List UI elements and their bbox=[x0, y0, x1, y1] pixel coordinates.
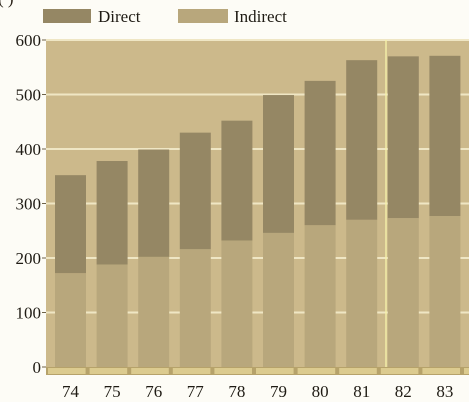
x-tick-label: 81 bbox=[353, 382, 370, 401]
x-tick-label: 83 bbox=[436, 382, 453, 401]
legend: Direct Indirect bbox=[43, 7, 287, 26]
legend-indirect-swatch bbox=[178, 9, 228, 23]
baseline-segment bbox=[339, 368, 377, 374]
bar-indirect-80 bbox=[304, 225, 336, 367]
legend-direct-label: Direct bbox=[98, 7, 141, 26]
bar-direct-77 bbox=[179, 132, 211, 250]
bar-indirect-77 bbox=[179, 249, 211, 367]
bar-indirect-82 bbox=[387, 218, 419, 367]
x-tick-label: 76 bbox=[145, 382, 162, 401]
bar-direct-78 bbox=[221, 120, 253, 241]
legend-direct-swatch bbox=[43, 9, 91, 23]
baseline-segment bbox=[48, 368, 86, 374]
bar-direct-83 bbox=[429, 55, 461, 217]
x-tick-label: 78 bbox=[228, 382, 245, 401]
bar-direct-75 bbox=[96, 160, 128, 265]
bar-direct-82 bbox=[387, 56, 419, 219]
bar-indirect-81 bbox=[346, 219, 378, 367]
y-tick-label: 500 bbox=[16, 86, 42, 105]
bar-direct-79 bbox=[263, 95, 294, 233]
baseline-segment bbox=[297, 368, 336, 374]
x-tick-label: 82 bbox=[395, 382, 412, 401]
baseline-segment bbox=[214, 368, 252, 374]
partial-top-label: ( ) bbox=[0, 0, 14, 8]
baseline-segment bbox=[256, 368, 294, 374]
bar-direct-81 bbox=[346, 60, 378, 220]
baseline-segment bbox=[380, 368, 419, 374]
x-tick-label: 75 bbox=[104, 382, 121, 401]
bar-direct-76 bbox=[138, 149, 170, 257]
y-tick-label: 100 bbox=[16, 304, 42, 323]
baseline-strip bbox=[46, 367, 469, 375]
bar-direct-74 bbox=[55, 175, 86, 274]
bar-indirect-74 bbox=[55, 273, 86, 367]
bar-indirect-79 bbox=[263, 232, 294, 367]
x-tick-label: 80 bbox=[312, 382, 329, 401]
bars bbox=[55, 55, 461, 367]
y-axis-ticks: 0 100 200 300 400 500 600 bbox=[16, 31, 46, 377]
baseline-segment bbox=[172, 368, 211, 374]
x-axis-ticks: 74 75 76 77 78 79 80 81 82 83 bbox=[62, 382, 453, 401]
bar-direct-80 bbox=[304, 80, 336, 226]
bar-indirect-76 bbox=[138, 256, 170, 367]
y-tick-label: 200 bbox=[16, 249, 42, 268]
baseline-segment bbox=[422, 368, 460, 374]
baseline-segment bbox=[131, 368, 169, 374]
y-tick-label: 300 bbox=[16, 195, 42, 214]
baseline-segment bbox=[89, 368, 128, 374]
x-tick-label: 79 bbox=[270, 382, 287, 401]
baseline-segment bbox=[464, 368, 469, 374]
bar-indirect-78 bbox=[221, 240, 253, 367]
x-tick-label: 77 bbox=[187, 382, 205, 401]
y-tick-label: 600 bbox=[16, 31, 42, 50]
y-tick-label: 400 bbox=[16, 140, 42, 159]
bar-indirect-83 bbox=[429, 216, 461, 367]
y-tick-label: 0 bbox=[33, 358, 42, 377]
legend-indirect-label: Indirect bbox=[234, 7, 287, 26]
x-tick-label: 74 bbox=[62, 382, 80, 401]
bar-indirect-75 bbox=[96, 264, 128, 367]
